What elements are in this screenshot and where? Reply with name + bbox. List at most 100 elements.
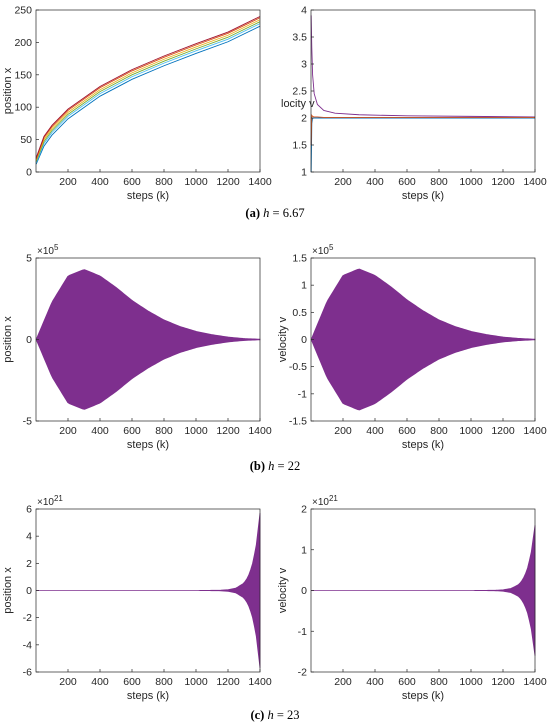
y-tick-label: 100 — [14, 102, 32, 114]
oscillation-envelope — [36, 513, 261, 668]
caption-c-var: h — [267, 708, 274, 722]
x-tick-label: 400 — [91, 676, 109, 688]
oscillation-envelope — [310, 268, 536, 411]
x-tick-label: 800 — [155, 425, 173, 437]
x-tick-label: 1200 — [491, 176, 515, 188]
exponent-power: 5 — [329, 243, 334, 252]
x-tick-label: 200 — [59, 676, 77, 688]
caption-b: (b) h = 22 — [0, 459, 550, 474]
x-tick-label: 800 — [430, 425, 448, 437]
y-tick-label: -5 — [23, 416, 32, 428]
x-tick-label: 600 — [123, 676, 141, 688]
caption-a-var: h — [263, 206, 270, 220]
series-line-6 — [35, 16, 261, 158]
y-tick-label: 1 — [301, 167, 307, 179]
y-tick-label: -6 — [23, 667, 32, 679]
x-tick-label: 400 — [91, 425, 109, 437]
exponent-base: ×10 — [312, 497, 329, 508]
y-tick-label: 2 — [301, 113, 307, 125]
x-tick-label: 1200 — [491, 425, 515, 437]
x-axis-label: steps (k) — [402, 190, 444, 202]
x-tick-label: 1400 — [248, 176, 272, 188]
oscillation-envelope — [311, 525, 536, 656]
x-axis-label: steps (k) — [127, 690, 169, 702]
y-tick-label: 4 — [301, 5, 307, 17]
x-tick-label: 400 — [366, 176, 384, 188]
y-tick-label: -1.5 — [289, 416, 307, 428]
chart-panel-c-left: 200 400 600 800 1000 1200 1400 -6 -4 -2 0 2 4 6 steps … — [2, 494, 272, 702]
caption-b-value: 22 — [287, 459, 301, 473]
x-tick-label: 1000 — [184, 176, 208, 188]
y-axis-label: velocity v — [277, 567, 289, 613]
chart-panel-a-right: 200 400 600 800 1000 1200 1400 1 1.5 2 2.5 3 3.5 4 ste… — [281, 5, 547, 203]
x-tick-label: 800 — [155, 176, 173, 188]
y-axis-label: locity v — [281, 98, 315, 110]
x-axis-label: steps (k) — [127, 190, 169, 202]
x-tick-label: 1000 — [184, 425, 208, 437]
x-tick-label: 800 — [430, 676, 448, 688]
y-tick-label: 1.5 — [292, 253, 307, 265]
exponent-power: 21 — [329, 494, 338, 503]
axes-box — [310, 9, 536, 173]
series-line-2 — [310, 117, 535, 173]
y-tick-label: 3 — [301, 59, 307, 71]
series-line-3 — [35, 21, 261, 162]
x-tick-label: 600 — [398, 676, 416, 688]
caption-a-label: (a) — [245, 206, 260, 220]
series-line-1 — [35, 25, 261, 165]
y-tick-label: 4 — [26, 531, 32, 543]
axis-exponent-label: ×105 — [312, 243, 334, 257]
y-tick-label: 1 — [301, 544, 307, 556]
x-tick-label: 600 — [398, 176, 416, 188]
x-tick-label: 200 — [334, 425, 352, 437]
y-tick-label: 50 — [20, 134, 32, 146]
x-axis-label: steps (k) — [402, 439, 444, 451]
caption-c-value: 23 — [287, 708, 300, 722]
oscillation-envelope — [35, 269, 261, 410]
y-tick-label: 150 — [14, 69, 32, 81]
x-tick-label: 600 — [123, 176, 141, 188]
y-axis-label: position x — [2, 316, 14, 363]
x-tick-label: 200 — [59, 176, 77, 188]
series-line-3 — [310, 113, 535, 146]
y-tick-label: 200 — [14, 37, 32, 49]
x-tick-label: 1200 — [216, 425, 240, 437]
x-tick-label: 600 — [123, 425, 141, 437]
y-tick-label: 0 — [26, 334, 32, 346]
y-tick-label: 2 — [26, 558, 32, 570]
y-tick-label: -2 — [298, 667, 307, 679]
y-tick-label: 5 — [26, 253, 32, 265]
chart-panel-a-left: 200 400 600 800 1000 1200 1400 0 50 100 150 200 250 s… — [2, 5, 272, 203]
y-tick-label: 0.5 — [292, 307, 307, 319]
x-tick-label: 1400 — [248, 676, 272, 688]
caption-a: (a) h = 6.67 — [0, 206, 550, 221]
caption-c-label: (c) — [250, 708, 265, 722]
y-tick-label: 1.5 — [292, 140, 307, 152]
y-axis-label: position x — [2, 567, 14, 614]
x-axis-label: steps (k) — [402, 690, 444, 702]
series-line-2 — [35, 23, 261, 164]
y-tick-label: 250 — [14, 5, 32, 17]
y-tick-label: -2 — [23, 612, 32, 624]
y-tick-label: 3.5 — [292, 32, 307, 44]
exponent-power: 21 — [54, 494, 63, 503]
y-tick-label: -0.5 — [289, 361, 307, 373]
chart-panel-c-right: 200 400 600 800 1000 1200 1400 -2 -1 0 1 2 steps (k)… — [277, 494, 547, 702]
caption-c-eq: = — [273, 708, 288, 722]
x-tick-label: 400 — [366, 425, 384, 437]
exponent-base: ×10 — [312, 246, 329, 257]
series-line-1 — [310, 15, 536, 118]
y-tick-label: -1 — [298, 626, 307, 638]
x-tick-label: 1000 — [459, 425, 483, 437]
caption-a-eq: = — [269, 206, 283, 220]
y-tick-label: 0 — [26, 167, 32, 179]
x-tick-label: 1400 — [248, 425, 272, 437]
x-tick-label: 1000 — [459, 676, 483, 688]
axis-exponent-label: ×1021 — [37, 494, 63, 508]
exponent-power: 5 — [54, 243, 59, 252]
axis-exponent-label: ×1021 — [312, 494, 338, 508]
x-tick-label: 1400 — [523, 176, 547, 188]
axis-exponent-label: ×105 — [37, 243, 59, 257]
series-line-4 — [35, 19, 261, 161]
exponent-base: ×10 — [37, 246, 54, 257]
